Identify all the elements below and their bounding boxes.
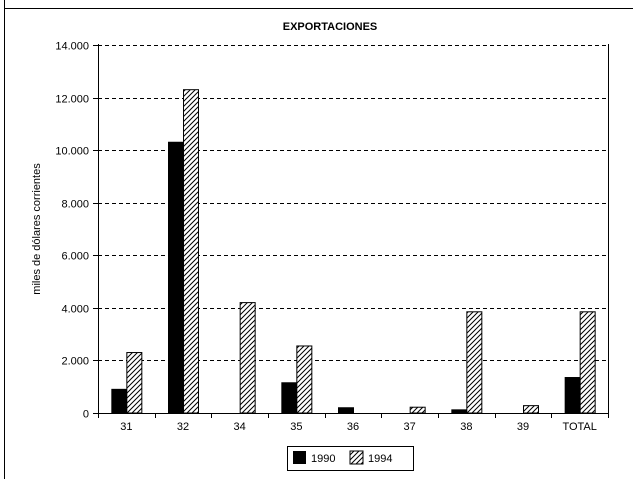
y-tick-label: 4.000 (61, 304, 89, 316)
bar-1990-31 (111, 388, 128, 414)
bar-1990-35 (281, 382, 298, 414)
x-tick-label: 35 (290, 421, 302, 433)
x-tick-label: 37 (404, 421, 416, 433)
x-tick-label: TOTAL (562, 421, 596, 433)
y-tick-label: 0 (83, 409, 89, 421)
x-tick-label: 34 (234, 421, 246, 433)
y-axis-ticks: 0 2.000 4.000 6.000 8.000 10.000 12.000 14.000 (55, 41, 98, 421)
x-tick-label: 38 (460, 421, 472, 433)
bar-1990-38 (451, 409, 468, 414)
y-tick-label: 8.000 (61, 199, 89, 211)
bar-1994-34 (239, 302, 256, 414)
bar-1990-32 (168, 141, 184, 414)
x-tick-label: 39 (517, 421, 529, 433)
x-tick-label: 32 (177, 421, 189, 433)
bar-1990-36 (338, 407, 354, 414)
y-tick-label: 10.000 (55, 146, 89, 158)
y-axis-title: miles de dólares corrientes (31, 163, 43, 295)
bar-1990-TOTAL (564, 377, 581, 414)
bar-1994-39 (523, 405, 539, 414)
y-tick-label: 12.000 (55, 94, 89, 106)
y-tick-label: 14.000 (55, 41, 89, 53)
bars (111, 89, 596, 414)
x-tick-label: 36 (347, 421, 359, 433)
legend-label-1994: 1994 (368, 453, 392, 465)
y-tick-label: 6.000 (61, 251, 89, 263)
bar-1994-37 (409, 406, 426, 414)
bar-1994-38 (466, 311, 483, 414)
y-tick-label: 2.000 (61, 356, 89, 368)
legend-swatch-1994 (349, 450, 364, 465)
bar-1994-35 (296, 345, 313, 414)
bar-1994-31 (126, 352, 143, 414)
legend-label-1990: 1990 (311, 453, 335, 465)
legend: 1990 1994 (287, 446, 414, 471)
x-tick-label: 31 (120, 421, 132, 433)
bar-1994-TOTAL (579, 311, 596, 414)
chart-title: EXPORTACIONES (283, 21, 378, 33)
legend-swatch-1990 (293, 451, 306, 464)
x-axis-ticks: 31 32 34 35 36 37 38 39 TOTAL (98, 413, 609, 433)
bar-1994-32 (183, 89, 199, 414)
